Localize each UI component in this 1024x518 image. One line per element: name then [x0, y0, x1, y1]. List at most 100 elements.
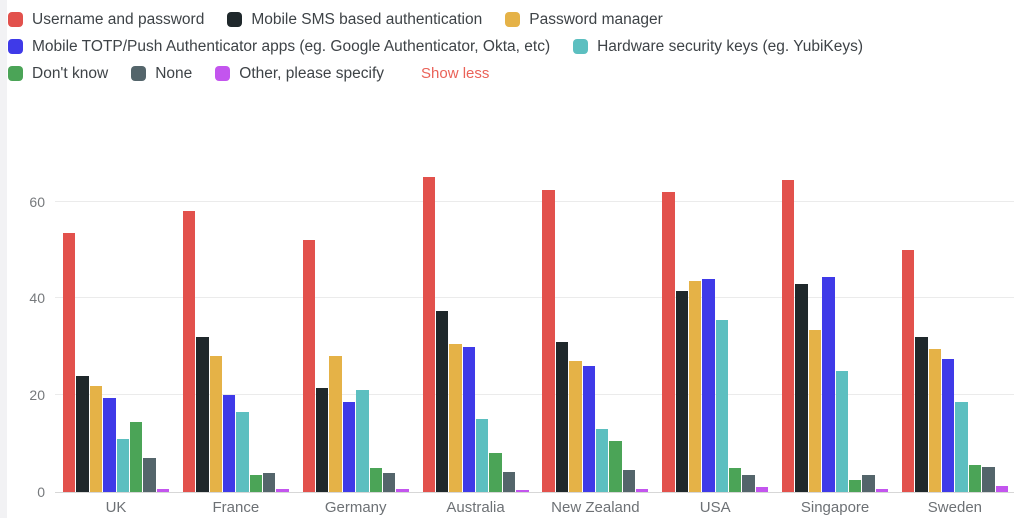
legend-swatch-icon: [8, 39, 23, 54]
bar-series3-germany[interactable]: [342, 402, 356, 492]
bar-series3-australia[interactable]: [462, 346, 476, 492]
bar-series0-france[interactable]: [182, 211, 196, 492]
bar-series3-singapore[interactable]: [822, 276, 835, 492]
bar-series2-france[interactable]: [209, 356, 222, 492]
bar-series4-sweden[interactable]: [955, 402, 968, 492]
x-axis-label: Australia: [446, 499, 505, 516]
bar-groups: UK France Germany Australia New Zealand USA Si…: [55, 110, 1014, 516]
legend-swatch-icon: [505, 12, 521, 27]
legend-item-3[interactable]: Mobile TOTP/Push Authenticator apps (eg.…: [8, 38, 550, 56]
bar-series5-france[interactable]: [249, 475, 263, 492]
bar-group-usa: USA: [662, 110, 769, 516]
bar-series6-germany[interactable]: [382, 472, 396, 492]
bar-group-singapore: Singapore: [782, 110, 889, 516]
legend-item-2[interactable]: Password manager: [505, 11, 663, 29]
legend-item-4[interactable]: Hardware security keys (eg. YubiKeys): [573, 38, 863, 56]
bar-group-germany: Germany: [302, 110, 409, 516]
bar-series5-germany[interactable]: [369, 467, 382, 492]
bar-series7-usa[interactable]: [755, 487, 769, 492]
bar-series3-new-zealand[interactable]: [582, 366, 595, 492]
bar-series1-uk[interactable]: [76, 375, 89, 492]
bar-series2-sweden[interactable]: [928, 349, 942, 492]
bar-series7-germany[interactable]: [396, 488, 409, 492]
bar-series1-sweden[interactable]: [915, 337, 928, 492]
bar-series5-new-zealand[interactable]: [609, 441, 622, 492]
bar-series5-sweden[interactable]: [968, 465, 982, 492]
chart-area: 0 20 40 60 UK France Germany Australia New Zeala…: [29, 110, 1014, 516]
bar-series1-singapore[interactable]: [795, 283, 808, 492]
page-left-edge: [0, 0, 7, 518]
legend-label: Don't know: [32, 64, 109, 82]
bar-series0-new-zealand[interactable]: [542, 189, 555, 492]
bar-series1-australia[interactable]: [435, 310, 449, 492]
bar-series6-france[interactable]: [263, 472, 276, 492]
legend-swatch-icon: [131, 66, 147, 81]
legend-swatch-icon: [8, 12, 23, 27]
bar-series5-usa[interactable]: [729, 467, 742, 492]
bar-series4-france[interactable]: [236, 412, 249, 492]
bar-series4-germany[interactable]: [356, 390, 369, 492]
bar-series7-new-zealand[interactable]: [636, 488, 649, 492]
x-axis-label: New Zealand: [551, 499, 640, 516]
legend-row-0: Username and password Mobile SMS based au…: [8, 6, 1018, 33]
legend-swatch-icon: [215, 66, 231, 81]
legend-row-1: Mobile TOTP/Push Authenticator apps (eg.…: [8, 33, 1018, 60]
legend-item-6[interactable]: None: [131, 65, 192, 83]
bar-series7-singapore[interactable]: [875, 488, 889, 492]
bar-series2-new-zealand[interactable]: [569, 361, 582, 492]
bar-group-sweden: Sweden: [901, 110, 1008, 516]
bar-series7-uk[interactable]: [156, 488, 169, 492]
bar-series2-uk[interactable]: [89, 385, 103, 492]
chart-legend: Username and password Mobile SMS based au…: [8, 6, 1018, 87]
x-axis-label: Germany: [324, 499, 387, 516]
bar-series4-australia[interactable]: [476, 419, 489, 492]
bar-series4-uk[interactable]: [116, 438, 129, 492]
y-tick-label-60: 60: [29, 193, 45, 210]
bar-series6-singapore[interactable]: [862, 475, 875, 492]
bar-series5-uk[interactable]: [129, 421, 143, 492]
x-axis-label: USA: [699, 499, 731, 516]
bar-series2-australia[interactable]: [449, 344, 462, 492]
bar-series4-new-zealand[interactable]: [595, 429, 609, 492]
bar-series0-sweden[interactable]: [901, 250, 915, 492]
bar-series0-germany[interactable]: [302, 240, 316, 492]
bar-series5-australia[interactable]: [489, 453, 502, 492]
legend-label: Mobile SMS based authentication: [251, 10, 483, 28]
bar-series6-australia[interactable]: [502, 471, 516, 492]
show-less-link[interactable]: Show less: [421, 65, 490, 82]
bar-series2-germany[interactable]: [329, 356, 342, 492]
bar-series3-uk[interactable]: [103, 397, 116, 492]
legend-label: Mobile TOTP/Push Authenticator apps (eg.…: [32, 37, 551, 55]
bar-series6-uk[interactable]: [143, 458, 156, 492]
gridline-40: [55, 297, 1014, 299]
bar-series0-australia[interactable]: [422, 177, 435, 492]
legend-item-1[interactable]: Mobile SMS based authentication: [227, 11, 482, 29]
bar-series6-usa[interactable]: [742, 475, 755, 492]
bar-series6-sweden[interactable]: [982, 466, 995, 492]
legend-swatch-icon: [573, 39, 589, 54]
bar-series2-usa[interactable]: [688, 281, 702, 492]
x-axis-label: Singapore: [800, 499, 870, 516]
bar-series6-new-zealand[interactable]: [622, 469, 635, 492]
bar-series2-singapore[interactable]: [808, 329, 822, 492]
legend-item-0[interactable]: Username and password: [8, 11, 204, 29]
bar-series3-sweden[interactable]: [942, 358, 955, 492]
bar-series0-uk[interactable]: [63, 233, 76, 492]
bar-series3-france[interactable]: [222, 395, 236, 492]
bar-series1-usa[interactable]: [675, 291, 688, 492]
legend-item-7[interactable]: Other, please specify: [215, 65, 384, 83]
bar-series7-australia[interactable]: [516, 490, 529, 492]
bar-series4-usa[interactable]: [715, 320, 729, 492]
bar-series1-france[interactable]: [196, 337, 209, 492]
bar-series1-new-zealand[interactable]: [555, 341, 569, 492]
bar-series5-singapore[interactable]: [848, 479, 862, 492]
bar-series0-singapore[interactable]: [782, 179, 795, 492]
bar-series1-germany[interactable]: [316, 387, 329, 492]
bar-series7-sweden[interactable]: [995, 485, 1008, 492]
legend-swatch-icon: [227, 12, 243, 27]
legend-item-5[interactable]: Don't know: [8, 65, 108, 83]
bar-series7-france[interactable]: [276, 488, 289, 492]
bar-series4-singapore[interactable]: [835, 371, 848, 492]
bar-series0-usa[interactable]: [662, 191, 675, 492]
bar-series3-usa[interactable]: [702, 279, 715, 492]
